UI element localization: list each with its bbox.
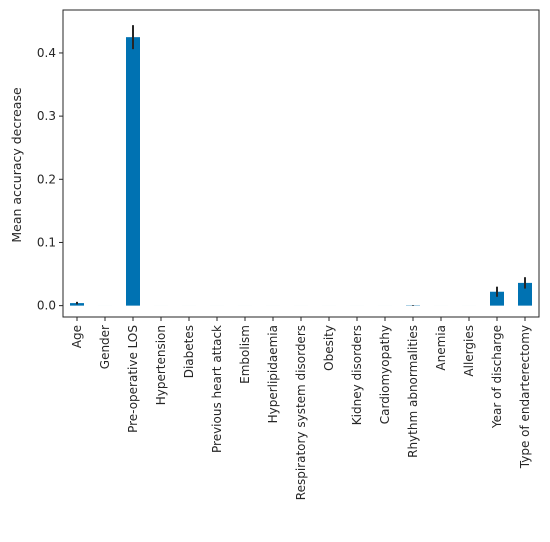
x-tick-label: Hypertension [154, 325, 168, 405]
bar-age [70, 303, 84, 306]
x-tick-label: Gender [98, 325, 112, 369]
x-tick-label: Embolism [238, 325, 252, 384]
y-tick-label: 0.4 [37, 46, 56, 60]
error-bars-layer [76, 25, 526, 306]
bar-year-of-discharge [490, 291, 504, 306]
x-tick-label: Age [70, 325, 84, 348]
x-tick-label: Diabetes [182, 325, 196, 378]
x-tick-label: Hyperlipidaemia [266, 325, 280, 423]
y-tick-label: 0.1 [37, 235, 56, 249]
x-tick-label: Respiratory system disorders [294, 325, 308, 500]
bar-pre-operative-los [126, 37, 140, 306]
x-tick-label: Pre-operative LOS [126, 325, 140, 433]
y-tick-label: 0.0 [37, 299, 56, 313]
y-axis: 0.0 0.1 0.2 0.3 0.4 [37, 46, 63, 313]
x-tick-label: Cardiomyopathy [378, 325, 392, 424]
y-tick-label: 0.2 [37, 172, 56, 186]
y-axis-label: Mean accuracy decrease [9, 87, 24, 243]
plot-frame [62, 9, 540, 318]
x-tick-label: Type of endarterectomy [518, 325, 532, 469]
x-tick-label: Obesity [322, 325, 336, 371]
bars-layer [70, 37, 532, 306]
x-tick-label: Anemia [434, 325, 448, 371]
y-tick-label: 0.3 [37, 109, 56, 123]
x-tick-label: Previous heart attack [210, 325, 224, 453]
bar-type-of-endarterectomy [518, 282, 532, 306]
x-tick-label: Allergies [462, 325, 476, 377]
x-tick-label: Rhythm abnormalities [406, 325, 420, 458]
x-tick-label: Kidney disorders [350, 325, 364, 425]
x-tick-label: Year of discharge [490, 325, 504, 429]
x-axis: Age Gender Pre-operative LOS Hypertension Di… [70, 317, 532, 500]
